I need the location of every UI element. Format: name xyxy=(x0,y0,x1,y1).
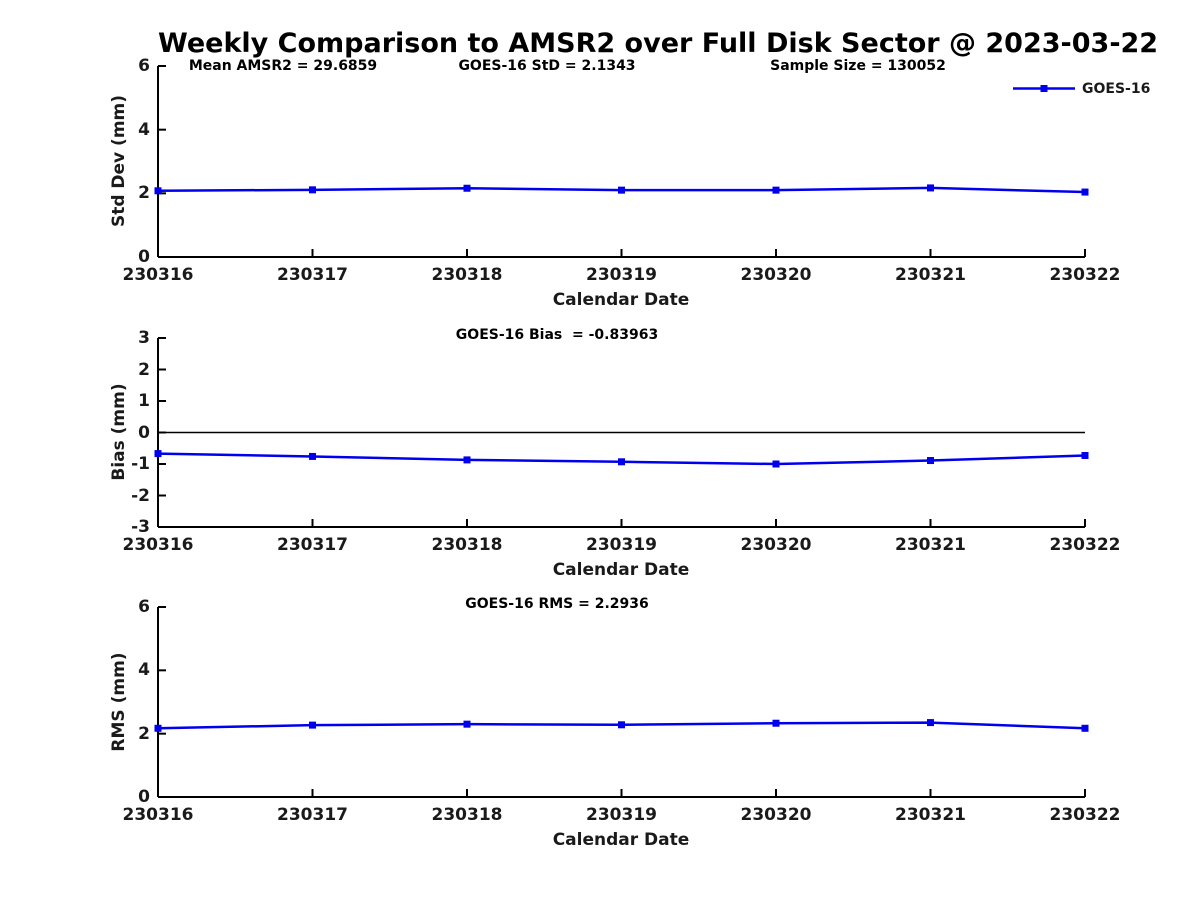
plot-canvas-2 xyxy=(154,606,1089,798)
y-tick-label: 4 xyxy=(138,119,150,140)
y-tick-label: 3 xyxy=(138,328,150,348)
legend: GOES-16 xyxy=(1012,80,1151,97)
annotation-goes16-std: GOES-16 StD = 2.1343 xyxy=(458,58,636,74)
y-tick-label: -1 xyxy=(131,454,150,474)
y-tick-label: 0 xyxy=(138,787,150,807)
annotation-sample-size: Sample Size = 130052 xyxy=(770,58,946,74)
x-tick-label: 230318 xyxy=(431,535,503,555)
plot-canvas-0 xyxy=(154,65,1089,258)
x-tick-label: 230322 xyxy=(1049,535,1121,555)
x-tick-label: 230319 xyxy=(586,535,657,555)
x-tick-label: 230319 xyxy=(586,805,657,825)
annotation-goes16-rms: GOES-16 RMS = 2.2936 xyxy=(465,596,649,612)
y-tick-label: 0 xyxy=(138,247,150,267)
x-tick-label: 230322 xyxy=(1049,265,1121,285)
figure-title: Weekly Comparison to AMSR2 over Full Dis… xyxy=(158,28,1159,59)
x-tick-label: 230318 xyxy=(431,265,503,285)
x-tick-label: 230317 xyxy=(277,265,348,285)
x-tick-label: 230321 xyxy=(895,535,966,555)
y-tick-label: 1 xyxy=(138,391,150,411)
x-tick-label: 230320 xyxy=(740,265,812,285)
y-tick-label: 2 xyxy=(138,723,150,744)
annotation-goes16-bias: GOES-16 Bias = -0.83963 xyxy=(455,327,659,343)
x-tick-label: 230320 xyxy=(740,805,812,825)
x-tick-label: 230322 xyxy=(1049,805,1121,825)
y-tick-label: 6 xyxy=(138,56,150,76)
x-tick-label: 230316 xyxy=(122,805,194,825)
legend-line-sample xyxy=(1013,85,1075,92)
y-tick-label: -3 xyxy=(131,517,150,537)
x-tick-label: 230316 xyxy=(122,265,194,285)
x-tick-label: 230321 xyxy=(895,805,966,825)
annotation-mean-amsr2: Mean AMSR2 = 29.6859 xyxy=(188,58,378,74)
x-tick-label: 230317 xyxy=(277,805,348,825)
y-tick-label: 4 xyxy=(138,660,150,681)
x-axis-label-rms: Calendar Date xyxy=(552,830,690,850)
x-tick-label: 230316 xyxy=(122,535,194,555)
x-axis-label-bias: Calendar Date xyxy=(552,560,690,580)
plot-canvas-1 xyxy=(154,337,1089,528)
x-tick-label: 230318 xyxy=(431,805,503,825)
y-tick-label: 2 xyxy=(138,359,150,380)
x-tick-label: 230321 xyxy=(895,265,966,285)
y-tick-label: 6 xyxy=(138,597,150,617)
legend-label: GOES-16 xyxy=(1082,80,1151,97)
x-axis-label-stddev: Calendar Date xyxy=(552,290,690,310)
y-tick-label: 0 xyxy=(138,422,150,443)
y-tick-label: 2 xyxy=(138,183,150,204)
x-tick-label: 230320 xyxy=(740,535,812,555)
legend-square-marker-icon xyxy=(1040,85,1048,92)
y-axis-label-stddev: Std Dev (mm) xyxy=(109,94,129,228)
x-tick-label: 230319 xyxy=(586,265,657,285)
y-tick-label: -2 xyxy=(131,485,150,506)
x-tick-label: 230317 xyxy=(277,535,348,555)
